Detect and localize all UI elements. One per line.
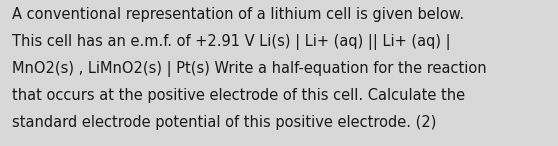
Text: MnO2(s) , LiMnO2(s) | Pt(s) Write a half-equation for the reaction: MnO2(s) , LiMnO2(s) | Pt(s) Write a half… <box>12 61 487 77</box>
Text: A conventional representation of a lithium cell is given below.: A conventional representation of a lithi… <box>12 7 464 22</box>
Text: standard electrode potential of this positive electrode. (2): standard electrode potential of this pos… <box>12 115 437 130</box>
Text: that occurs at the positive electrode of this cell. Calculate the: that occurs at the positive electrode of… <box>12 88 465 103</box>
Text: This cell has an e.m.f. of +2.91 V Li(s) | Li+ (aq) || Li+ (aq) |: This cell has an e.m.f. of +2.91 V Li(s)… <box>12 34 451 50</box>
